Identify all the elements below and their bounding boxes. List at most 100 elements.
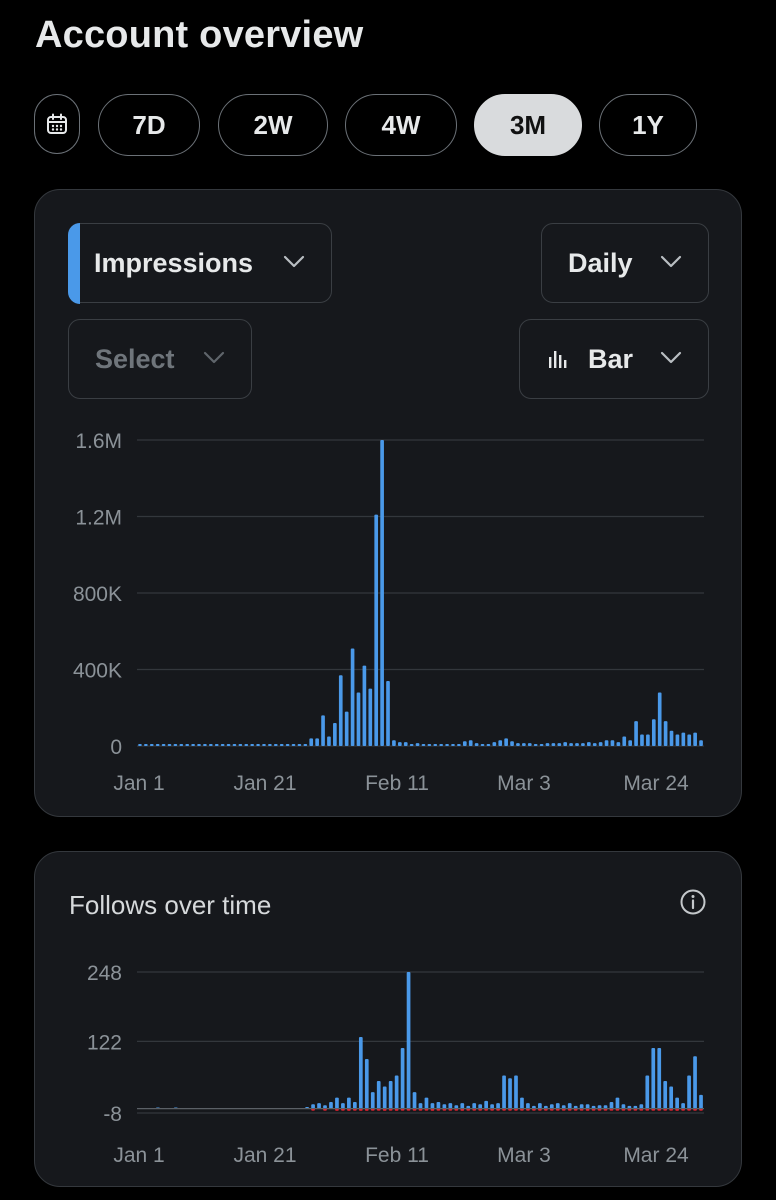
bar xyxy=(347,1097,351,1109)
bar xyxy=(406,972,411,1109)
bar xyxy=(610,740,615,746)
metric-dropdown[interactable]: Impressions xyxy=(67,222,332,304)
bar xyxy=(597,1105,602,1109)
bar xyxy=(457,744,461,746)
compare-dropdown[interactable]: Select xyxy=(68,319,252,399)
bar xyxy=(699,1094,703,1109)
interval-dropdown-label: Daily xyxy=(568,247,633,278)
chart-type-dropdown[interactable]: Bar xyxy=(519,319,709,399)
impressions-chart: 0 400K 800K 1.2M 1.6M Jan 1 Jan 21 Feb 11 Mar 3 M… xyxy=(73,430,704,795)
bar xyxy=(191,744,195,746)
y-tick-label: 248 xyxy=(87,962,122,985)
y-tick-label: 1.2M xyxy=(75,507,122,530)
range-option-7d[interactable]: 7D xyxy=(98,94,200,156)
bar xyxy=(338,675,343,746)
bar xyxy=(179,744,184,746)
bar xyxy=(329,1101,333,1109)
bar xyxy=(681,1103,685,1109)
bar xyxy=(533,744,538,746)
bar xyxy=(256,744,260,746)
bar xyxy=(445,744,449,746)
follows-chart: -8 122 248 Jan 1 Jan 21 Feb 11 Mar 3 Mar 24 xyxy=(87,962,704,1167)
bar xyxy=(496,1103,500,1109)
bar xyxy=(693,732,697,746)
interval-dropdown[interactable]: Daily xyxy=(541,223,709,303)
bar-chart-icon xyxy=(549,351,567,368)
follows-card: Follows over time -8 122 248 Jan 1 Jan 21 Feb… xyxy=(34,851,742,1187)
bar xyxy=(364,1059,369,1109)
range-option-4w[interactable]: 4W xyxy=(345,94,457,156)
bar xyxy=(622,736,627,746)
bar xyxy=(579,1104,584,1109)
bar xyxy=(545,743,550,746)
bar xyxy=(433,744,438,746)
bar xyxy=(639,1104,644,1109)
bar xyxy=(645,1075,650,1109)
bar xyxy=(315,738,319,746)
bar xyxy=(415,743,420,746)
bar xyxy=(462,741,467,746)
bar xyxy=(144,744,148,746)
bar xyxy=(442,1104,447,1109)
bar xyxy=(480,744,485,746)
calendar-button[interactable] xyxy=(34,94,80,154)
bar xyxy=(203,744,207,746)
y-tick-label: 1.6M xyxy=(75,430,122,453)
bar xyxy=(640,734,644,746)
bar xyxy=(520,1097,524,1109)
range-option-3m[interactable]: 3M xyxy=(474,94,582,156)
bar xyxy=(232,744,237,746)
bar xyxy=(388,1081,393,1109)
bar xyxy=(516,743,520,746)
range-option-1y[interactable]: 1Y xyxy=(599,94,697,156)
bar xyxy=(250,744,254,746)
info-icon[interactable] xyxy=(679,888,707,916)
bar xyxy=(615,1097,620,1109)
bar xyxy=(341,1103,345,1109)
chevron-down-icon xyxy=(660,351,682,364)
bar xyxy=(573,1105,578,1109)
bar xyxy=(474,743,479,746)
bar xyxy=(197,744,201,746)
bar xyxy=(368,688,373,747)
bar xyxy=(646,734,650,746)
bar xyxy=(273,744,278,746)
bar xyxy=(527,743,532,746)
bar xyxy=(262,744,266,746)
bar xyxy=(651,719,656,746)
bar xyxy=(454,1105,459,1109)
bar xyxy=(344,711,349,746)
bar xyxy=(138,744,142,746)
x-tick-label: Jan 1 xyxy=(113,772,164,795)
follows-card-title: Follows over time xyxy=(69,890,272,920)
bar xyxy=(581,743,585,746)
bar xyxy=(687,1075,691,1109)
bar xyxy=(380,440,384,746)
compare-dropdown-placeholder: Select xyxy=(95,343,175,374)
x-tick-label: Feb 11 xyxy=(365,1144,429,1167)
bar xyxy=(238,744,243,746)
bar xyxy=(504,738,508,746)
bar xyxy=(321,715,325,746)
bar xyxy=(439,744,443,746)
bar xyxy=(333,723,337,746)
bar xyxy=(675,734,680,746)
bar xyxy=(657,1048,662,1109)
bar xyxy=(508,1078,512,1109)
bar xyxy=(681,732,686,746)
bar xyxy=(466,1105,471,1109)
bar xyxy=(627,1105,632,1109)
x-tick-label: Mar 3 xyxy=(497,772,551,795)
bar xyxy=(394,1075,399,1109)
bar xyxy=(628,740,632,746)
range-option-2w[interactable]: 2W xyxy=(218,94,328,156)
bar xyxy=(472,1103,477,1109)
bar xyxy=(543,1105,548,1109)
bar xyxy=(522,743,526,746)
bar xyxy=(663,1081,668,1109)
bar xyxy=(421,744,426,746)
bar xyxy=(226,744,231,746)
metric-color-indicator xyxy=(67,222,80,304)
bar xyxy=(403,742,408,746)
bar xyxy=(412,1092,417,1109)
